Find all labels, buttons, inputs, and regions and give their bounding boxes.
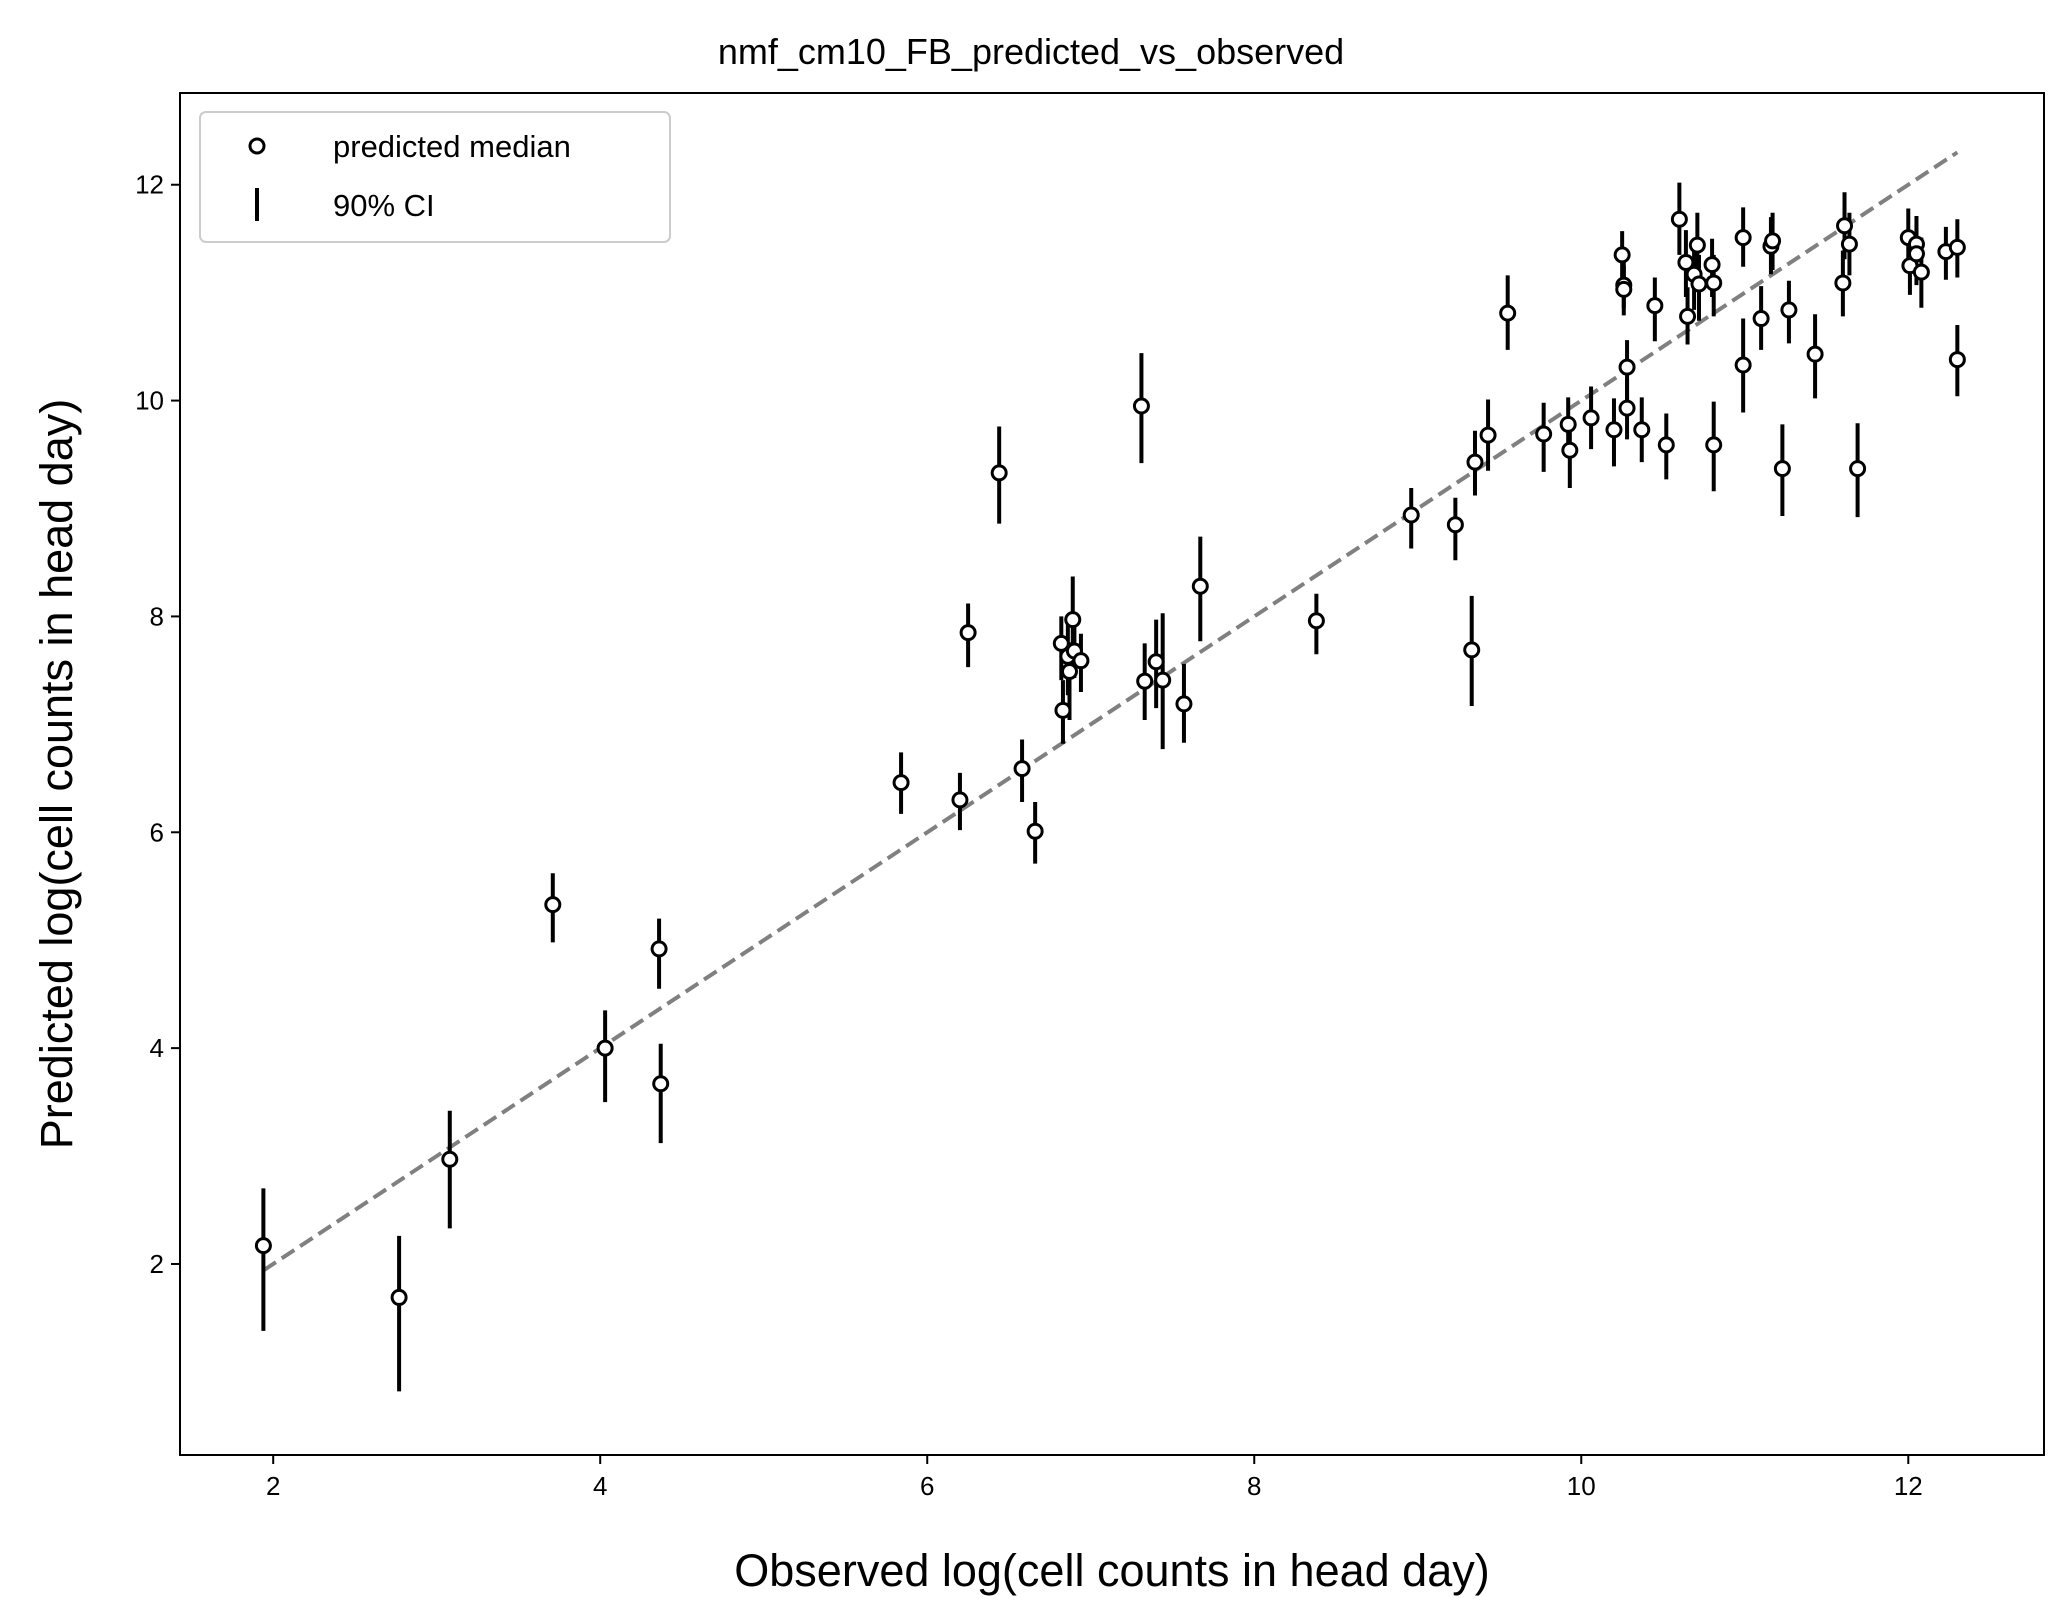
y-tick-label: 12: [135, 170, 164, 200]
x-tick-label: 6: [920, 1471, 934, 1501]
legend-label-ci: 90% CI: [333, 188, 435, 223]
data-point: [1907, 245, 1925, 263]
data-point: [650, 940, 668, 958]
data-point: [1072, 652, 1090, 670]
data-point: [1657, 436, 1675, 454]
data-point: [1646, 297, 1664, 315]
data-point: [254, 1237, 272, 1255]
data-point: [1840, 235, 1858, 253]
legend-marker-circle: [248, 137, 266, 155]
data-point: [596, 1039, 614, 1057]
data-point: [1463, 641, 1481, 659]
data-point: [1912, 263, 1930, 281]
data-point: [1052, 634, 1070, 652]
data-point: [390, 1288, 408, 1306]
axis-ticks: 2 4 6 8 10 12 2 4 6 8 10 12: [135, 170, 1923, 1501]
data-point: [1670, 210, 1688, 228]
data-point: [1849, 460, 1867, 478]
data-point: [959, 624, 977, 642]
data-point: [1703, 256, 1721, 274]
x-tick-label: 10: [1567, 1471, 1596, 1501]
data-point: [1136, 672, 1154, 690]
x-tick-label: 2: [266, 1471, 280, 1501]
chart-title: nmf_cm10_FB_predicted_vs_observed: [718, 31, 1344, 72]
data-point: [1013, 760, 1031, 778]
data-point: [1836, 217, 1854, 235]
y-tick-label: 8: [150, 601, 164, 631]
data-point: [1191, 577, 1209, 595]
data-point: [441, 1150, 459, 1168]
data-point: [1559, 415, 1577, 433]
legend-label-median: predicted median: [333, 129, 571, 164]
data-point: [1734, 229, 1752, 247]
data-point: [1402, 506, 1420, 524]
data-point: [1561, 441, 1579, 459]
data-point: [1677, 253, 1695, 271]
data-point: [1773, 460, 1791, 478]
data-point: [1806, 345, 1824, 363]
data-point: [1499, 304, 1517, 322]
y-axis-title: Predicted log(cell counts in head day): [31, 399, 82, 1149]
data-point: [1633, 421, 1651, 439]
data-point: [1054, 701, 1072, 719]
x-tick-label: 8: [1247, 1471, 1261, 1501]
data-point: [951, 791, 969, 809]
plot-frame: [179, 92, 2045, 1456]
y-tick-label: 6: [150, 817, 164, 847]
data-point: [1705, 436, 1723, 454]
data-point: [1615, 280, 1633, 298]
data-point: [1479, 426, 1497, 444]
data-point: [1948, 238, 1966, 256]
data-point: [1132, 397, 1150, 415]
data-point: [652, 1075, 670, 1093]
data-point: [544, 896, 562, 914]
data-point: [1613, 246, 1631, 264]
x-axis-title: Observed log(cell counts in head day): [734, 1545, 1489, 1596]
plot-area: [254, 150, 1966, 1392]
data-point: [1948, 351, 1966, 369]
y-tick-label: 2: [150, 1249, 164, 1279]
data-point: [1154, 671, 1172, 689]
data-point: [1679, 307, 1697, 325]
data-point: [1466, 453, 1484, 471]
data-point: [1780, 301, 1798, 319]
data-point: [1535, 425, 1553, 443]
data-point: [1026, 822, 1044, 840]
data-point: [1752, 310, 1770, 328]
data-point: [1147, 653, 1165, 671]
data-point: [1605, 421, 1623, 439]
data-point: [1690, 275, 1708, 293]
data-point: [1705, 274, 1723, 292]
legend: predicted median 90% CI: [199, 111, 671, 243]
x-tick-label: 4: [593, 1471, 607, 1501]
data-point: [1446, 516, 1464, 534]
data-point: [892, 774, 910, 792]
data-point: [1618, 358, 1636, 376]
data-point: [1060, 662, 1078, 680]
data-point: [1834, 274, 1852, 292]
x-tick-label: 12: [1894, 1471, 1923, 1501]
data-point: [1764, 232, 1782, 250]
data-point: [1582, 409, 1600, 427]
data-point: [990, 464, 1008, 482]
y-tick-label: 4: [150, 1033, 164, 1063]
data-point: [1688, 236, 1706, 254]
data-point: [1175, 695, 1193, 713]
data-point: [1307, 612, 1325, 630]
reference-line: [262, 150, 1959, 1273]
legend-frame: [199, 111, 671, 243]
data-point: [1618, 399, 1636, 417]
y-tick-label: 10: [135, 386, 164, 416]
data-point: [1064, 611, 1082, 629]
data-point: [1734, 356, 1752, 374]
